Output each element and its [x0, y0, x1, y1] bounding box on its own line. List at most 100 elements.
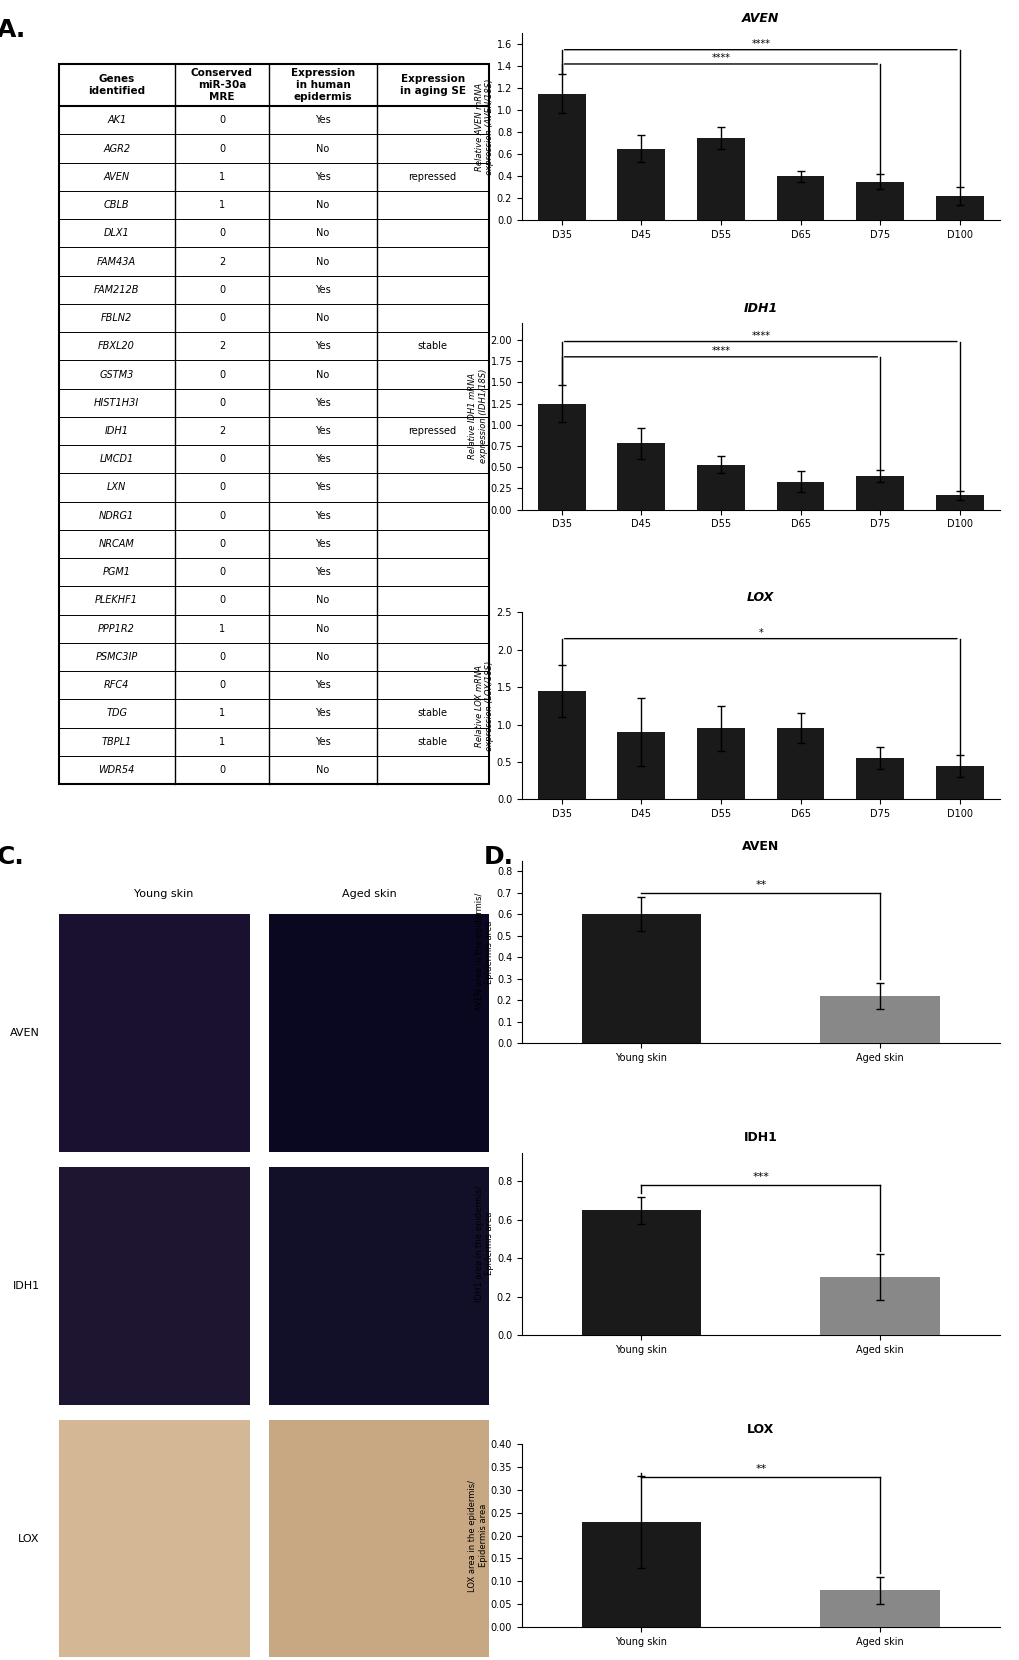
Text: 0: 0	[219, 765, 225, 775]
Text: No: No	[316, 765, 329, 775]
Text: 0: 0	[219, 314, 225, 324]
Bar	[269, 1167, 488, 1404]
Text: 0: 0	[219, 115, 225, 126]
Bar	[819, 1590, 938, 1627]
Text: AK1: AK1	[107, 115, 126, 126]
Text: 0: 0	[219, 286, 225, 295]
Text: repressed: repressed	[409, 173, 457, 183]
Y-axis label: IDH1 area in the epidermis/
Epidermis area: IDH1 area in the epidermis/ Epidermis ar…	[474, 1185, 493, 1301]
Title: LOX: LOX	[746, 1423, 773, 1436]
Text: Conserved
miR-30a
MRE: Conserved miR-30a MRE	[191, 68, 253, 101]
Text: Yes: Yes	[315, 455, 330, 465]
Title: IDH1: IDH1	[743, 302, 777, 315]
Y-axis label: AVEN area in the epidermis/
Epidermis area: AVEN area in the epidermis/ Epidermis ar…	[474, 893, 493, 1011]
Text: AGR2: AGR2	[103, 143, 130, 154]
Bar	[537, 691, 585, 800]
Bar	[696, 138, 744, 221]
Text: FBLN2: FBLN2	[101, 314, 132, 324]
Title: LOX: LOX	[746, 591, 773, 604]
Bar	[775, 176, 823, 221]
Bar	[58, 1419, 250, 1657]
Text: TDG: TDG	[106, 709, 127, 719]
Text: 2: 2	[219, 342, 225, 352]
Text: LXN: LXN	[107, 483, 126, 493]
Text: FAM43A: FAM43A	[97, 257, 137, 267]
Bar	[856, 759, 903, 800]
Text: 0: 0	[219, 143, 225, 154]
Text: **: **	[754, 1464, 765, 1474]
Text: Yes: Yes	[315, 483, 330, 493]
Text: NDRG1: NDRG1	[99, 511, 135, 521]
Text: AVEN: AVEN	[9, 1028, 40, 1038]
Text: 0: 0	[219, 370, 225, 380]
Bar	[269, 915, 488, 1152]
Text: No: No	[316, 201, 329, 211]
Text: LMCD1: LMCD1	[100, 455, 133, 465]
Text: Yes: Yes	[315, 709, 330, 719]
Text: NRCAM: NRCAM	[99, 540, 135, 549]
Text: No: No	[316, 229, 329, 239]
Text: FAM212B: FAM212B	[94, 286, 140, 295]
Text: 0: 0	[219, 540, 225, 549]
Text: ****: ****	[711, 53, 730, 63]
Text: 0: 0	[219, 681, 225, 691]
Bar	[819, 1277, 938, 1335]
Text: Young skin: Young skin	[133, 890, 194, 900]
Text: D.: D.	[483, 845, 514, 870]
Text: Aged skin: Aged skin	[341, 890, 396, 900]
Text: No: No	[316, 143, 329, 154]
Bar	[775, 729, 823, 800]
Text: **: **	[754, 880, 765, 890]
Bar	[935, 196, 982, 221]
Text: Yes: Yes	[315, 681, 330, 691]
Text: PLEKHF1: PLEKHF1	[95, 596, 138, 606]
Y-axis label: Relative LOX mRNA
expression (LOX/18S): Relative LOX mRNA expression (LOX/18S)	[474, 661, 493, 750]
Text: LOX: LOX	[18, 1534, 40, 1544]
Text: Yes: Yes	[315, 398, 330, 408]
Bar	[856, 476, 903, 510]
Bar	[616, 732, 664, 800]
Text: A.: A.	[0, 18, 25, 42]
Text: stable: stable	[417, 342, 447, 352]
Text: 1: 1	[219, 737, 225, 747]
Bar	[935, 765, 982, 800]
Bar	[696, 729, 744, 800]
Text: PSMC3IP: PSMC3IP	[96, 652, 138, 662]
Text: Yes: Yes	[315, 286, 330, 295]
Text: Yes: Yes	[315, 568, 330, 578]
Text: ***: ***	[752, 1172, 768, 1182]
Text: 0: 0	[219, 229, 225, 239]
Text: AVEN: AVEN	[104, 173, 129, 183]
Text: stable: stable	[417, 709, 447, 719]
Bar	[616, 149, 664, 221]
Y-axis label: Relative IDH1 mRNA
expression (IDH1/18S): Relative IDH1 mRNA expression (IDH1/18S)	[468, 369, 487, 463]
Text: No: No	[316, 624, 329, 634]
Bar	[581, 1522, 700, 1627]
Text: No: No	[316, 652, 329, 662]
Text: repressed: repressed	[409, 427, 457, 437]
Text: No: No	[316, 314, 329, 324]
Title: AVEN: AVEN	[742, 840, 779, 853]
Bar	[935, 495, 982, 510]
Text: 0: 0	[219, 455, 225, 465]
Text: ****: ****	[711, 345, 730, 355]
Text: GSTM3: GSTM3	[100, 370, 133, 380]
Text: Expression
in aging SE: Expression in aging SE	[399, 75, 465, 96]
Text: Yes: Yes	[315, 342, 330, 352]
Text: IDH1: IDH1	[105, 427, 128, 437]
Bar	[819, 996, 938, 1042]
Text: FBXL20: FBXL20	[98, 342, 135, 352]
Text: TBPL1: TBPL1	[102, 737, 131, 747]
Title: AVEN: AVEN	[742, 12, 779, 25]
Text: Yes: Yes	[315, 173, 330, 183]
Text: Expression
in human
epidermis: Expression in human epidermis	[290, 68, 355, 101]
Text: WDR54: WDR54	[99, 765, 135, 775]
Text: ****: ****	[751, 38, 769, 48]
Bar	[775, 481, 823, 510]
Text: 0: 0	[219, 652, 225, 662]
Text: ****: ****	[751, 330, 769, 340]
Bar	[616, 443, 664, 510]
Text: CBLB: CBLB	[104, 201, 129, 211]
Bar	[581, 1210, 700, 1335]
Text: PGM1: PGM1	[103, 568, 130, 578]
